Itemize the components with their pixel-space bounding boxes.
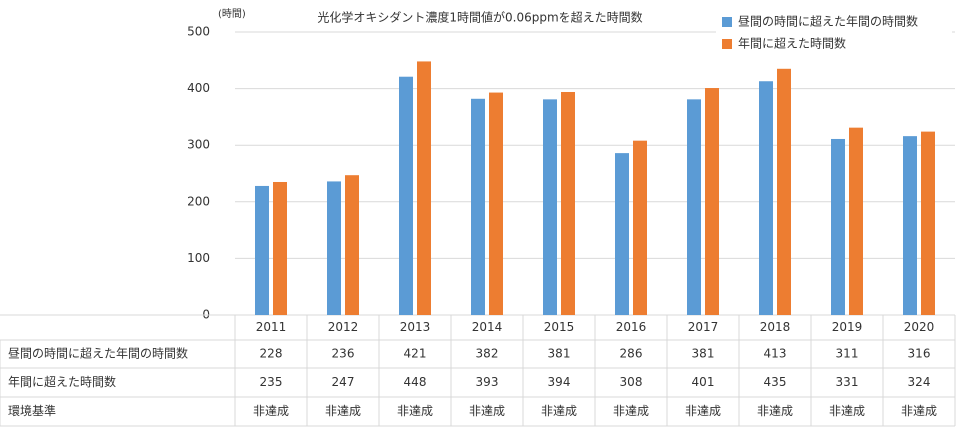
bar bbox=[615, 153, 629, 315]
table-value: 247 bbox=[332, 375, 355, 389]
bar bbox=[255, 185, 269, 315]
table-value: 非達成 bbox=[901, 404, 937, 418]
table-row-label: 環境基準 bbox=[8, 403, 56, 418]
x-tick-label: 2017 bbox=[688, 320, 719, 334]
bar bbox=[831, 138, 845, 315]
table-value: 非達成 bbox=[613, 404, 649, 418]
bar bbox=[327, 181, 341, 315]
bar bbox=[687, 99, 701, 315]
x-tick-label: 2019 bbox=[832, 320, 863, 334]
bar bbox=[777, 68, 791, 315]
table-value: 435 bbox=[764, 375, 787, 389]
x-tick-label: 2018 bbox=[760, 320, 791, 334]
legend-label: 年間に超えた時間数 bbox=[738, 36, 846, 51]
bar bbox=[471, 98, 485, 316]
bar bbox=[849, 127, 863, 316]
table-value: 236 bbox=[332, 347, 355, 361]
table-value: 324 bbox=[908, 375, 931, 389]
table-value: 非達成 bbox=[397, 404, 433, 418]
bar bbox=[633, 140, 647, 315]
bar bbox=[489, 92, 503, 315]
bar bbox=[705, 88, 719, 315]
table-row-label: 昼間の時間に超えた年間の時間数 bbox=[8, 346, 188, 361]
table-value: 非達成 bbox=[757, 404, 793, 418]
x-tick-label: 2014 bbox=[472, 320, 503, 334]
table-value: 381 bbox=[548, 347, 571, 361]
table-value: 381 bbox=[692, 347, 715, 361]
legend-swatch bbox=[722, 39, 732, 49]
legend-box bbox=[716, 8, 952, 58]
table-value: 228 bbox=[260, 347, 283, 361]
table-value: 382 bbox=[476, 347, 499, 361]
bar bbox=[345, 175, 359, 315]
table-value: 286 bbox=[620, 347, 643, 361]
bar bbox=[399, 76, 413, 316]
table-value: 非達成 bbox=[469, 404, 505, 418]
table-value: 非達成 bbox=[541, 404, 577, 418]
table-value: 非達成 bbox=[253, 404, 289, 418]
table-value: 308 bbox=[620, 375, 643, 389]
table-value: 401 bbox=[692, 375, 715, 389]
table-value: 331 bbox=[836, 375, 859, 389]
table-value: 316 bbox=[908, 347, 931, 361]
y-tick-label: 300 bbox=[187, 138, 210, 152]
x-tick-label: 2012 bbox=[328, 320, 359, 334]
x-tick-label: 2015 bbox=[544, 320, 575, 334]
table-value: 311 bbox=[836, 347, 859, 361]
table-value: 413 bbox=[764, 347, 787, 361]
bar bbox=[921, 131, 935, 315]
y-axis-label: (時間) bbox=[218, 8, 246, 20]
bar bbox=[543, 99, 557, 315]
bar bbox=[273, 181, 287, 315]
table-value: 393 bbox=[476, 375, 499, 389]
table-value: 394 bbox=[548, 375, 571, 389]
chart-title: 光化学オキシダント濃度1時間値が0.06ppmを超えた時間数 bbox=[317, 10, 642, 25]
table-value: 非達成 bbox=[829, 404, 865, 418]
legend-label: 昼間の時間に超えた年間の時間数 bbox=[738, 14, 918, 29]
table-value: 421 bbox=[404, 347, 427, 361]
x-tick-label: 2020 bbox=[904, 320, 935, 334]
y-tick-label: 100 bbox=[187, 251, 210, 265]
bar bbox=[417, 61, 431, 315]
bar bbox=[903, 136, 917, 315]
x-tick-label: 2011 bbox=[256, 320, 287, 334]
legend-swatch bbox=[722, 17, 732, 27]
y-tick-label: 400 bbox=[187, 81, 210, 95]
y-tick-label: 500 bbox=[187, 25, 210, 39]
table-value: 非達成 bbox=[685, 404, 721, 418]
y-tick-label: 200 bbox=[187, 194, 210, 208]
bar bbox=[759, 81, 773, 315]
x-tick-label: 2016 bbox=[616, 320, 647, 334]
x-tick-label: 2013 bbox=[400, 320, 431, 334]
table-row-label: 年間に超えた時間数 bbox=[8, 374, 116, 389]
table-value: 448 bbox=[404, 375, 427, 389]
bar bbox=[561, 91, 575, 315]
table-value: 235 bbox=[260, 375, 283, 389]
table-value: 非達成 bbox=[325, 404, 361, 418]
